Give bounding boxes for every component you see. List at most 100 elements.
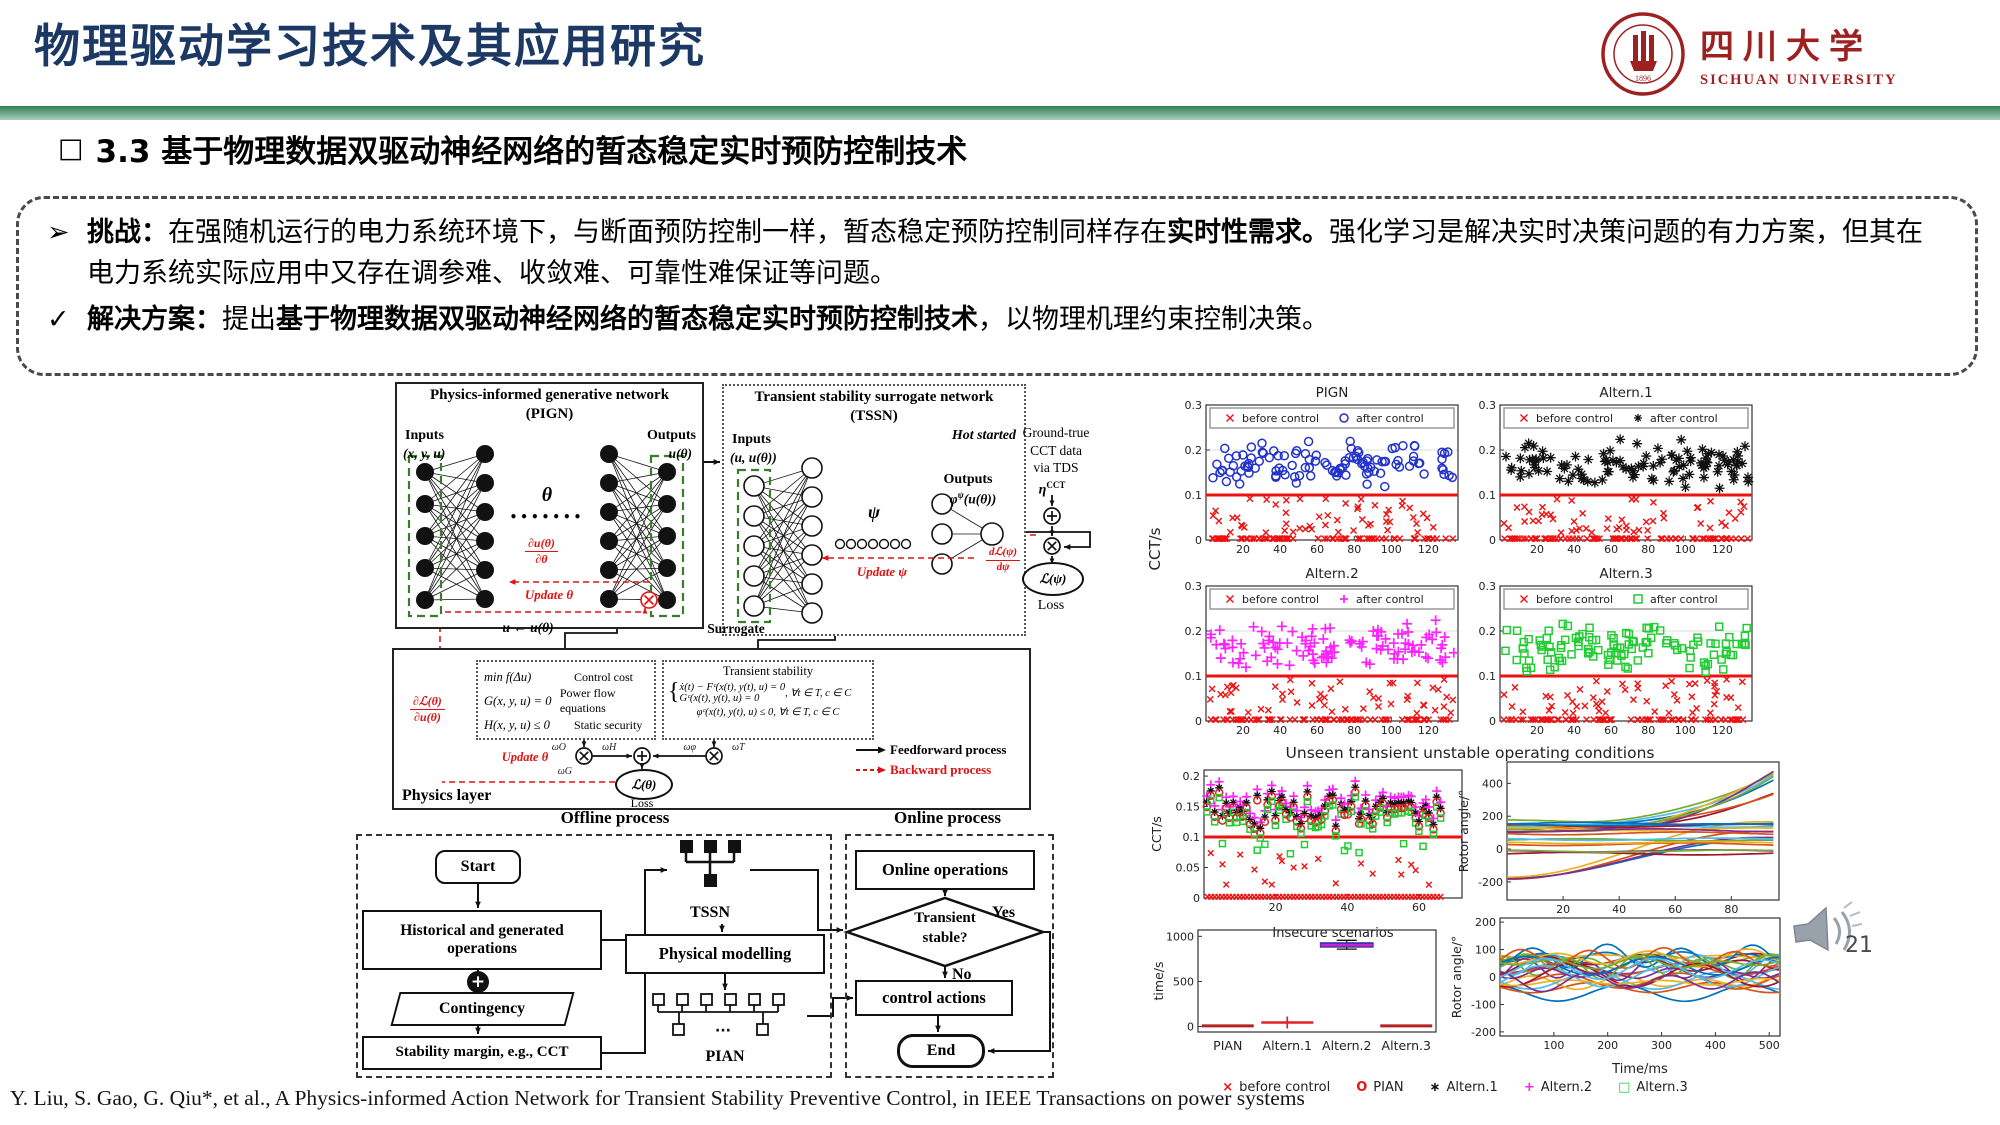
physics-gradient-label: ∂ℒ(θ) ∂u(θ): [410, 694, 445, 725]
online-process-title: Online process: [894, 808, 1001, 827]
svg-text:0: 0: [1496, 843, 1503, 856]
svg-text:60: 60: [1604, 543, 1618, 556]
ground-true-label: Ground-true CCT data via TDS: [1022, 425, 1090, 476]
solution-item: ✓ 解决方案：提出基于物理数据双驱动神经网络的暂态稳定实时预防控制技术，以物理机…: [47, 300, 1949, 341]
pign-outputs-label: Outputs: [646, 428, 696, 443]
pian-icon-label: PIAN: [705, 1048, 745, 1065]
svg-text:0: 0: [1195, 534, 1202, 547]
transient-stability-box: Transient stability { ẋ(t) − Fᶜ(x(t), y(…: [662, 660, 874, 740]
physics-loss-label: Loss: [630, 796, 654, 810]
svg-text:40: 40: [1273, 724, 1287, 737]
header-divider: [0, 106, 2000, 120]
legend-item: ∗ Altern.1: [1429, 1080, 1498, 1095]
physics-layer-label: Physics layer: [402, 787, 492, 804]
page-number: 21: [1845, 933, 1873, 958]
svg-text:80: 80: [1641, 543, 1655, 556]
scatter-pign: 0 0.1 0.2 0.3 20 40 60 80 100 120 PIGN before contr…: [1185, 385, 1459, 556]
solution-text: 解决方案：提出基于物理数据双驱动神经网络的暂态稳定实时预防控制技术，以物理机理约…: [87, 304, 1329, 335]
svg-text:0.1: 0.1: [1185, 489, 1203, 502]
theta-dots: •••••••: [509, 510, 585, 524]
svg-text:ωG: ωG: [558, 766, 572, 777]
svg-text:0.1: 0.1: [1185, 670, 1203, 683]
svg-text:-100: -100: [1471, 998, 1496, 1011]
pign-outputs-expr: u(θ): [668, 446, 692, 461]
physical-modelling-node: Physical modelling: [625, 934, 825, 974]
speaker-icon[interactable]: [1782, 898, 1868, 972]
svg-text:40: 40: [1340, 901, 1354, 914]
svg-text:60: 60: [1310, 543, 1324, 556]
backward-arrow-icon: [856, 766, 886, 774]
svg-text:0: 0: [1193, 892, 1200, 905]
svg-text:PIGN: PIGN: [1316, 385, 1349, 401]
challenge-text: 挑战：在强随机运行的电力系统环境下，与断面预防控制一样，暂态稳定预防控制同样存在…: [87, 217, 1923, 289]
svg-text:120: 120: [1712, 543, 1733, 556]
svg-text:0: 0: [1489, 534, 1496, 547]
svg-text:60: 60: [1310, 724, 1324, 737]
svg-text:after control: after control: [1356, 412, 1424, 425]
tssn-hot-started: Hot started: [951, 428, 1016, 443]
feedforward-arrow-icon: [856, 746, 886, 754]
pign-update-label: Update θ: [524, 587, 574, 602]
tssn-icon-label: TSSN: [689, 904, 731, 921]
svg-text:-200: -200: [1471, 1026, 1496, 1039]
svg-text:40: 40: [1567, 543, 1581, 556]
svg-text:Altern.3: Altern.3: [1382, 1038, 1431, 1053]
process-legend: Feedforward process Backward process: [856, 742, 1028, 778]
svg-text:80: 80: [1347, 543, 1361, 556]
svg-text:0.3: 0.3: [1479, 580, 1497, 593]
offline-process-title: Offline process: [560, 808, 670, 827]
psi-symbol: ψ: [867, 502, 881, 522]
page-title: 物理驱动学习技术及其应用研究: [34, 19, 706, 73]
svg-text:Altern.2: Altern.2: [1305, 566, 1358, 582]
svg-text:0.1: 0.1: [1183, 831, 1201, 844]
tssn-title-2: (TSSN): [850, 408, 898, 424]
svg-text:100: 100: [1543, 1039, 1564, 1052]
svg-text:20: 20: [1530, 724, 1544, 737]
physics-connectors: ωO ωH ωG ωφ ωT: [442, 740, 746, 783]
svg-text:0.2: 0.2: [1183, 770, 1201, 783]
svg-text:Altern.1: Altern.1: [1263, 1038, 1312, 1053]
svg-text:120: 120: [1712, 724, 1733, 737]
svg-text:ωH: ωH: [602, 742, 617, 753]
citation: Y. Liu, S. Gao, G. Qiu*, et al., A Physi…: [10, 1086, 1305, 1110]
svg-text:0.1: 0.1: [1479, 670, 1497, 683]
svg-text:20: 20: [1236, 724, 1250, 737]
plus-circle-icon: +: [467, 971, 489, 993]
svg-text:0: 0: [1489, 715, 1496, 728]
svg-text:time/s: time/s: [1151, 962, 1166, 1001]
online-operations-node: Online operations: [855, 850, 1035, 890]
svg-text:20: 20: [1269, 901, 1283, 914]
svg-text:after control: after control: [1356, 593, 1424, 606]
tssn-gradient-label: dℒ(ψ) dψ: [986, 546, 1021, 575]
svg-text:0.05: 0.05: [1176, 862, 1201, 875]
control-constraints-box: min f(Δu) Control cost G(x, y, u) = 0 Powe…: [476, 660, 656, 740]
svg-text:120: 120: [1418, 724, 1439, 737]
tssn-outputs-expr: φψ(u(θ)): [949, 490, 997, 507]
decision-text-2: stable?: [922, 930, 968, 946]
online-process-box: [845, 834, 1054, 1078]
svg-text:0.3: 0.3: [1185, 399, 1203, 412]
svg-text:100: 100: [1675, 543, 1696, 556]
svg-text:400: 400: [1705, 1039, 1726, 1052]
pign-title-2: (PIGN): [525, 406, 574, 422]
svg-text:-200: -200: [1478, 876, 1503, 889]
svg-text:100: 100: [1475, 944, 1496, 957]
svg-text:0.2: 0.2: [1479, 625, 1497, 638]
svg-text:40: 40: [1567, 724, 1581, 737]
eta-cct-label: ηCCT: [1038, 480, 1066, 498]
svg-text:20: 20: [1556, 903, 1570, 916]
tssn-update-label: Update ψ: [856, 564, 908, 579]
svg-text:···: ···: [715, 1023, 731, 1039]
pign-inputs-label: Inputs: [405, 428, 444, 443]
svg-text:Altern.1: Altern.1: [1599, 385, 1652, 401]
svg-text:0.15: 0.15: [1176, 801, 1201, 814]
university-logo: 1896 四川大学 SICHUAN UNIVERSITY: [1600, 6, 1960, 102]
svg-text:100: 100: [1675, 724, 1696, 737]
pign-title: Physics-informed generative network: [429, 387, 670, 403]
tssn-inputs-expr: (u, u(θ)): [730, 450, 777, 465]
svg-text:200: 200: [1597, 1039, 1618, 1052]
svg-text:Rotor angle/°: Rotor angle/°: [1449, 936, 1464, 1019]
svg-text:Time/ms: Time/ms: [1611, 1062, 1668, 1076]
pian-icon: ···: [652, 993, 785, 1039]
surrogate-label: Surrogate: [707, 621, 765, 636]
